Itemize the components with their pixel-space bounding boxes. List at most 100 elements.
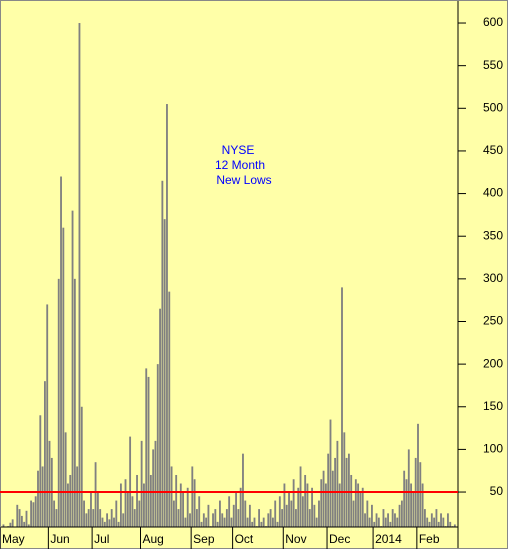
- bar: [262, 517, 265, 527]
- bar: [193, 479, 196, 527]
- bar: [308, 509, 311, 527]
- bar: [368, 517, 371, 527]
- bar: [113, 517, 115, 527]
- bar: [251, 521, 254, 527]
- bar: [96, 492, 99, 527]
- bar: [126, 492, 129, 527]
- bar: [85, 513, 88, 527]
- y-tick-label: 400: [483, 186, 503, 200]
- annotation: New Lows: [216, 173, 271, 187]
- bar: [64, 432, 67, 527]
- bar: [405, 479, 408, 527]
- bar: [207, 504, 210, 527]
- bar: [115, 500, 118, 527]
- bar: [80, 406, 83, 527]
- bar: [110, 509, 113, 527]
- x-tick-label: Jun: [50, 532, 69, 546]
- bar: [166, 104, 168, 527]
- bar: [389, 521, 392, 527]
- bar: [73, 278, 76, 527]
- bar: [235, 492, 237, 527]
- bar: [391, 509, 394, 527]
- bar: [239, 487, 242, 527]
- bar: [329, 419, 332, 527]
- y-tick-label: 350: [483, 228, 503, 242]
- bar: [2, 524, 5, 527]
- bar: [156, 364, 159, 527]
- bar: [267, 513, 270, 527]
- bar: [179, 483, 182, 527]
- bar: [394, 513, 396, 527]
- bar: [377, 517, 380, 527]
- bar: [253, 517, 256, 527]
- bar: [419, 462, 422, 527]
- bar: [122, 513, 125, 527]
- bar: [336, 440, 339, 527]
- y-tick-label: 50: [490, 484, 504, 498]
- bar: [313, 504, 316, 527]
- bar: [87, 509, 90, 527]
- bar: [400, 500, 403, 527]
- bar: [50, 457, 53, 527]
- bar: [20, 515, 23, 527]
- bar: [327, 453, 330, 527]
- bar: [382, 509, 385, 527]
- bar: [37, 470, 39, 527]
- bar: [417, 423, 419, 527]
- bar: [92, 509, 95, 527]
- bar: [154, 440, 157, 527]
- bar: [221, 513, 224, 527]
- bar: [202, 513, 205, 527]
- bar: [398, 504, 401, 527]
- bar: [258, 509, 261, 527]
- bar: [276, 521, 279, 527]
- bar: [274, 500, 277, 527]
- bar: [140, 440, 143, 527]
- bar: [248, 504, 251, 527]
- bar: [430, 513, 433, 527]
- bar: [357, 483, 360, 527]
- bar: [60, 176, 62, 527]
- x-tick-label: May: [2, 532, 25, 546]
- bar: [205, 517, 208, 527]
- bar: [331, 470, 334, 527]
- bar: [216, 521, 219, 527]
- bar: [301, 496, 304, 527]
- y-tick-label: 200: [483, 356, 503, 370]
- bar: [147, 376, 150, 527]
- plot-area: [2, 23, 456, 527]
- bar: [43, 381, 46, 527]
- bar: [41, 466, 44, 527]
- bar: [143, 483, 145, 527]
- y-tick-label: 150: [483, 399, 503, 413]
- bar: [9, 522, 12, 527]
- bar: [119, 483, 122, 527]
- bar: [322, 470, 325, 527]
- bar: [292, 479, 295, 527]
- bar: [71, 210, 74, 527]
- y-tick-label: 450: [483, 143, 503, 157]
- bar: [46, 304, 49, 527]
- bar: [175, 474, 178, 527]
- bar: [129, 436, 132, 527]
- bar: [403, 470, 406, 527]
- bar: [101, 517, 104, 527]
- bar: [195, 509, 198, 527]
- bar: [352, 500, 355, 527]
- bar: [371, 504, 373, 527]
- bar: [57, 278, 60, 527]
- bar: [361, 487, 364, 527]
- bar: [447, 513, 449, 527]
- y-tick-label: 300: [483, 271, 503, 285]
- bar: [364, 513, 366, 527]
- bar: [359, 492, 362, 527]
- bar: [269, 509, 272, 527]
- x-tick-label: Oct: [235, 532, 254, 546]
- bar: [214, 509, 217, 527]
- bar: [435, 509, 438, 527]
- bar: [426, 517, 429, 527]
- bar: [290, 500, 293, 527]
- bar: [62, 227, 65, 527]
- x-tick-label: Sep: [193, 532, 215, 546]
- x-tick-label: Nov: [285, 532, 306, 546]
